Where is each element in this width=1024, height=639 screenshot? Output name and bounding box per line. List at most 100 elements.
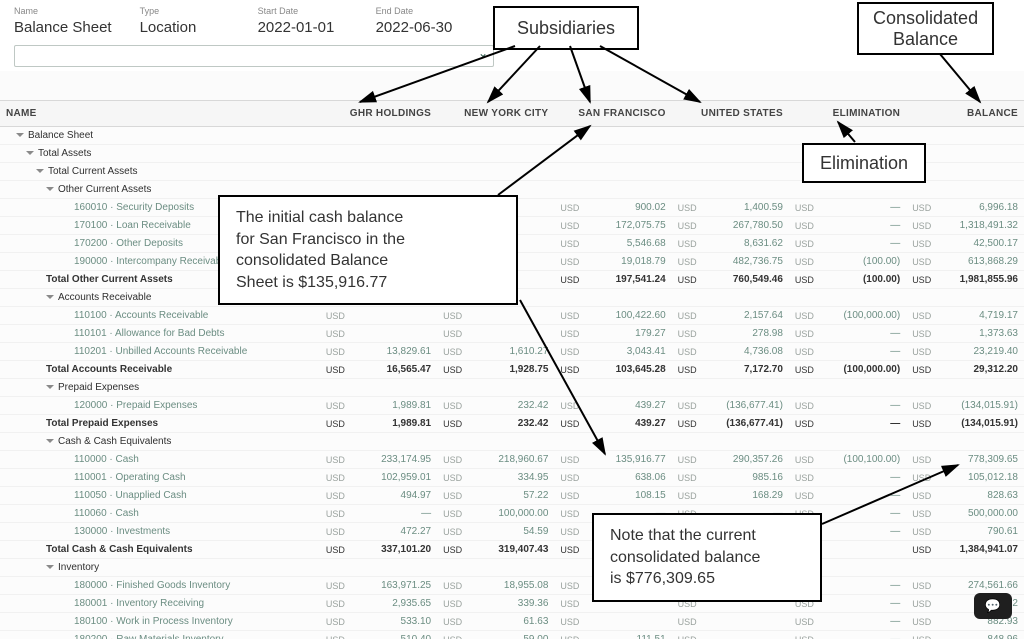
- cell-value[interactable]: —: [832, 343, 907, 361]
- cell-value[interactable]: 500,000.00: [949, 505, 1024, 523]
- cell-value[interactable]: —: [832, 523, 907, 541]
- cell-value[interactable]: 57.22: [480, 487, 555, 505]
- cell-value[interactable]: 3,043.41: [597, 343, 672, 361]
- cell-value[interactable]: —: [832, 217, 907, 235]
- cell-value[interactable]: 985.16: [714, 469, 789, 487]
- cell-value[interactable]: 54.59: [480, 523, 555, 541]
- caret-down-icon[interactable]: [46, 385, 54, 389]
- cell-value[interactable]: —: [832, 397, 907, 415]
- cell-value[interactable]: 4,736.08: [714, 343, 789, 361]
- cell-value[interactable]: 1,610.27: [480, 343, 555, 361]
- cell-value[interactable]: 1,989.81: [363, 397, 438, 415]
- cell-value[interactable]: —: [832, 199, 907, 217]
- cell-value[interactable]: 439.27: [597, 397, 672, 415]
- row-name[interactable]: 110100 · Accounts Receivable: [0, 307, 320, 325]
- cell-value[interactable]: [714, 631, 789, 639]
- cell-value[interactable]: [480, 325, 555, 343]
- cell-value[interactable]: 8,631.62: [714, 235, 789, 253]
- cell-value[interactable]: 218,960.67: [480, 451, 555, 469]
- cell-value[interactable]: (100,000.00): [832, 307, 907, 325]
- caret-down-icon[interactable]: [16, 133, 24, 137]
- cell-value[interactable]: 4,719.17: [949, 307, 1024, 325]
- row-name[interactable]: 180001 · Inventory Receiving: [0, 595, 320, 613]
- cell-value[interactable]: 613,868.29: [949, 253, 1024, 271]
- row-name[interactable]: 110101 · Allowance for Bad Debts: [0, 325, 320, 343]
- row-name[interactable]: 180100 · Work in Process Inventory: [0, 613, 320, 631]
- cell-value[interactable]: 6,996.18: [949, 199, 1024, 217]
- cell-value[interactable]: (100.00): [832, 253, 907, 271]
- cell-value[interactable]: 19,018.79: [597, 253, 672, 271]
- cell-value[interactable]: 111.51: [597, 631, 672, 639]
- row-name[interactable]: Total Current Assets: [0, 163, 320, 181]
- cell-value[interactable]: [363, 307, 438, 325]
- cell-value[interactable]: 59.00: [480, 631, 555, 639]
- cell-value[interactable]: [714, 613, 789, 631]
- row-name[interactable]: Total Cash & Cash Equivalents: [0, 541, 320, 559]
- row-name[interactable]: 110000 · Cash: [0, 451, 320, 469]
- cell-value[interactable]: 42,500.17: [949, 235, 1024, 253]
- cell-value[interactable]: 108.15: [597, 487, 672, 505]
- row-name[interactable]: Total Accounts Receivable: [0, 361, 320, 379]
- caret-down-icon[interactable]: [26, 151, 34, 155]
- cell-value[interactable]: 1,400.59: [714, 199, 789, 217]
- cell-value[interactable]: 533.10: [363, 613, 438, 631]
- row-name[interactable]: 130000 · Investments: [0, 523, 320, 541]
- cell-value[interactable]: 274,561.66: [949, 577, 1024, 595]
- cell-value[interactable]: 278.98: [714, 325, 789, 343]
- cell-value[interactable]: (136,677.41): [714, 397, 789, 415]
- row-name[interactable]: 180200 · Raw Materials Inventory: [0, 631, 320, 639]
- cell-value[interactable]: 828.63: [949, 487, 1024, 505]
- cell-value[interactable]: —: [832, 469, 907, 487]
- cell-value[interactable]: 790.61: [949, 523, 1024, 541]
- cell-value[interactable]: 848.96: [949, 631, 1024, 639]
- caret-down-icon[interactable]: [36, 169, 44, 173]
- row-name[interactable]: 110060 · Cash: [0, 505, 320, 523]
- cell-value[interactable]: —: [832, 505, 907, 523]
- row-name[interactable]: Cash & Cash Equivalents: [0, 433, 320, 451]
- cell-value[interactable]: 105,012.18: [949, 469, 1024, 487]
- cell-value[interactable]: [480, 307, 555, 325]
- row-name[interactable]: 110050 · Unapplied Cash: [0, 487, 320, 505]
- caret-down-icon[interactable]: [46, 565, 54, 569]
- cell-value[interactable]: 102,959.01: [363, 469, 438, 487]
- cell-value[interactable]: 100,000.00: [480, 505, 555, 523]
- cell-value[interactable]: 172,075.75: [597, 217, 672, 235]
- row-name[interactable]: Total Prepaid Expenses: [0, 415, 320, 433]
- caret-down-icon[interactable]: [46, 439, 54, 443]
- caret-down-icon[interactable]: [46, 295, 54, 299]
- row-name[interactable]: 180000 · Finished Goods Inventory: [0, 577, 320, 595]
- cell-value[interactable]: —: [832, 595, 907, 613]
- caret-down-icon[interactable]: [46, 187, 54, 191]
- cell-value[interactable]: 168.29: [714, 487, 789, 505]
- cell-value[interactable]: 339.36: [480, 595, 555, 613]
- cell-value[interactable]: —: [832, 235, 907, 253]
- row-name[interactable]: Balance Sheet: [0, 127, 320, 145]
- cell-value[interactable]: 1,318,491.32: [949, 217, 1024, 235]
- cell-value[interactable]: —: [832, 487, 907, 505]
- cell-value[interactable]: —: [832, 325, 907, 343]
- row-name[interactable]: 120000 · Prepaid Expenses: [0, 397, 320, 415]
- cell-value[interactable]: 232.42: [480, 397, 555, 415]
- row-name[interactable]: Prepaid Expenses: [0, 379, 320, 397]
- cell-value[interactable]: 61.63: [480, 613, 555, 631]
- cell-value[interactable]: 482,736.75: [714, 253, 789, 271]
- cell-value[interactable]: 510.40: [363, 631, 438, 639]
- cell-value[interactable]: 163,971.25: [363, 577, 438, 595]
- cell-value[interactable]: 472.27: [363, 523, 438, 541]
- row-name[interactable]: 110201 · Unbilled Accounts Receivable: [0, 343, 320, 361]
- cell-value[interactable]: 2,157.64: [714, 307, 789, 325]
- cell-value[interactable]: 2,935.65: [363, 595, 438, 613]
- cell-value[interactable]: 290,357.26: [714, 451, 789, 469]
- cell-value[interactable]: 5,546.68: [597, 235, 672, 253]
- cell-value[interactable]: —: [832, 631, 907, 639]
- cell-value[interactable]: 778,309.65: [949, 451, 1024, 469]
- cell-value[interactable]: 179.27: [597, 325, 672, 343]
- filter-dropdown[interactable]: [14, 45, 494, 67]
- cell-value[interactable]: 334.95: [480, 469, 555, 487]
- row-name[interactable]: 110001 · Operating Cash: [0, 469, 320, 487]
- row-name[interactable]: Total Assets: [0, 145, 320, 163]
- cell-value[interactable]: (134,015.91): [949, 397, 1024, 415]
- cell-value[interactable]: [363, 325, 438, 343]
- cell-value[interactable]: [597, 613, 672, 631]
- cell-value[interactable]: 13,829.61: [363, 343, 438, 361]
